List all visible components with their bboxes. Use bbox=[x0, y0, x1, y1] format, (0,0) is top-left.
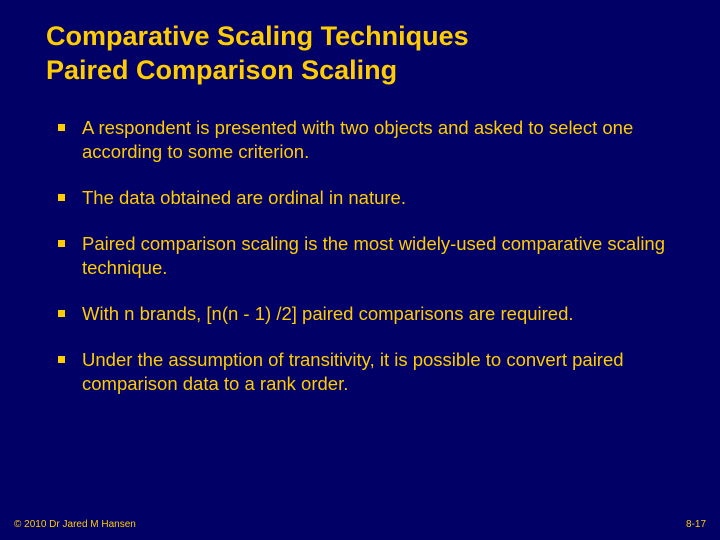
slide-title: Comparative Scaling Techniques Paired Co… bbox=[46, 20, 690, 88]
footer-copyright: © 2010 Dr Jared M Hansen bbox=[14, 519, 136, 530]
list-item: With n brands, [n(n - 1) /2] paired comp… bbox=[58, 302, 690, 326]
list-item: A respondent is presented with two objec… bbox=[58, 116, 690, 164]
bullet-text: With n brands, [n(n - 1) /2] paired comp… bbox=[82, 303, 574, 324]
bullet-text: A respondent is presented with two objec… bbox=[82, 117, 633, 162]
bullet-text: Paired comparison scaling is the most wi… bbox=[82, 233, 665, 278]
bullet-icon bbox=[58, 240, 65, 247]
list-item: Paired comparison scaling is the most wi… bbox=[58, 232, 690, 280]
bullet-icon bbox=[58, 194, 65, 201]
bullet-text: The data obtained are ordinal in nature. bbox=[82, 187, 406, 208]
list-item: Under the assumption of transitivity, it… bbox=[58, 348, 690, 396]
footer-page-number: 8-17 bbox=[686, 519, 706, 530]
list-item: The data obtained are ordinal in nature. bbox=[58, 186, 690, 210]
bullet-icon bbox=[58, 124, 65, 131]
bullet-text: Under the assumption of transitivity, it… bbox=[82, 349, 624, 394]
bullet-list: A respondent is presented with two objec… bbox=[30, 116, 690, 396]
bullet-icon bbox=[58, 356, 65, 363]
slide-container: Comparative Scaling Techniques Paired Co… bbox=[0, 0, 720, 540]
title-line-1: Comparative Scaling Techniques bbox=[46, 21, 469, 51]
title-line-2: Paired Comparison Scaling bbox=[46, 55, 397, 85]
bullet-icon bbox=[58, 310, 65, 317]
